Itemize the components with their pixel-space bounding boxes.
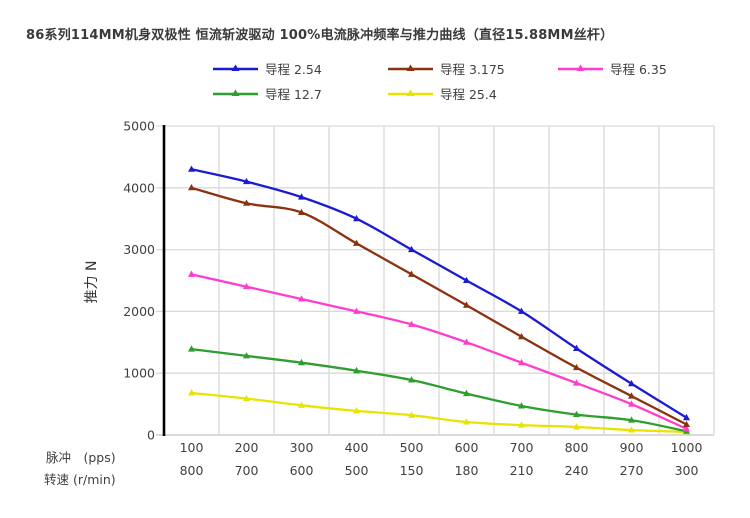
svg-text:500: 500 [345, 463, 369, 478]
legend-item-lead-25.4: 导程 25.4 [388, 86, 497, 102]
legend-item-lead-3.175: 导程 3.175 [388, 61, 505, 77]
svg-text:400: 400 [345, 440, 369, 455]
legend-label: 导程 12.7 [265, 86, 322, 102]
svg-text:300: 300 [290, 440, 314, 455]
line-triangle-marker-icon [213, 89, 258, 96]
chart-title: 86系列114MM机身双极性 恒流斩波驱动 100%电流脉冲频率与推力曲线（直径… [26, 28, 614, 43]
svg-text:150: 150 [400, 463, 424, 478]
svg-text:180: 180 [455, 463, 479, 478]
legend-label: 导程 25.4 [440, 86, 497, 102]
x-axis-row1-label: 脉冲 (pps) [46, 450, 116, 465]
svg-text:4000: 4000 [123, 180, 155, 195]
legend-item-lead-6.35: 导程 6.35 [558, 61, 667, 77]
svg-text:5000: 5000 [123, 119, 155, 134]
svg-text:900: 900 [620, 440, 644, 455]
svg-text:1000: 1000 [671, 440, 703, 455]
svg-text:600: 600 [455, 440, 479, 455]
svg-text:300: 300 [675, 463, 699, 478]
line-triangle-marker-icon [213, 64, 258, 71]
svg-text:800: 800 [180, 463, 204, 478]
svg-text:3000: 3000 [123, 242, 155, 257]
x-axis-row2-label: 转速 (r/min) [44, 472, 116, 487]
svg-text:240: 240 [565, 463, 589, 478]
svg-text:500: 500 [400, 440, 424, 455]
line-triangle-marker-icon [388, 89, 433, 96]
line-triangle-marker-icon [388, 64, 433, 71]
svg-text:600: 600 [290, 463, 314, 478]
svg-text:800: 800 [565, 440, 589, 455]
legend-item-lead-2.54: 导程 2.54 [213, 61, 322, 77]
svg-text:100: 100 [180, 440, 204, 455]
svg-text:700: 700 [235, 463, 259, 478]
line-triangle-marker-icon [558, 64, 603, 71]
svg-text:0: 0 [147, 428, 155, 443]
svg-text:200: 200 [235, 440, 259, 455]
svg-text:270: 270 [620, 463, 644, 478]
svg-text:1000: 1000 [123, 366, 155, 381]
legend-label: 导程 6.35 [610, 61, 667, 77]
svg-text:210: 210 [510, 463, 534, 478]
legend-label: 导程 3.175 [440, 61, 505, 77]
legend-label: 导程 2.54 [265, 61, 322, 77]
svg-text:2000: 2000 [123, 304, 155, 319]
svg-text:700: 700 [510, 440, 534, 455]
legend-item-lead-12.7: 导程 12.7 [213, 86, 322, 102]
